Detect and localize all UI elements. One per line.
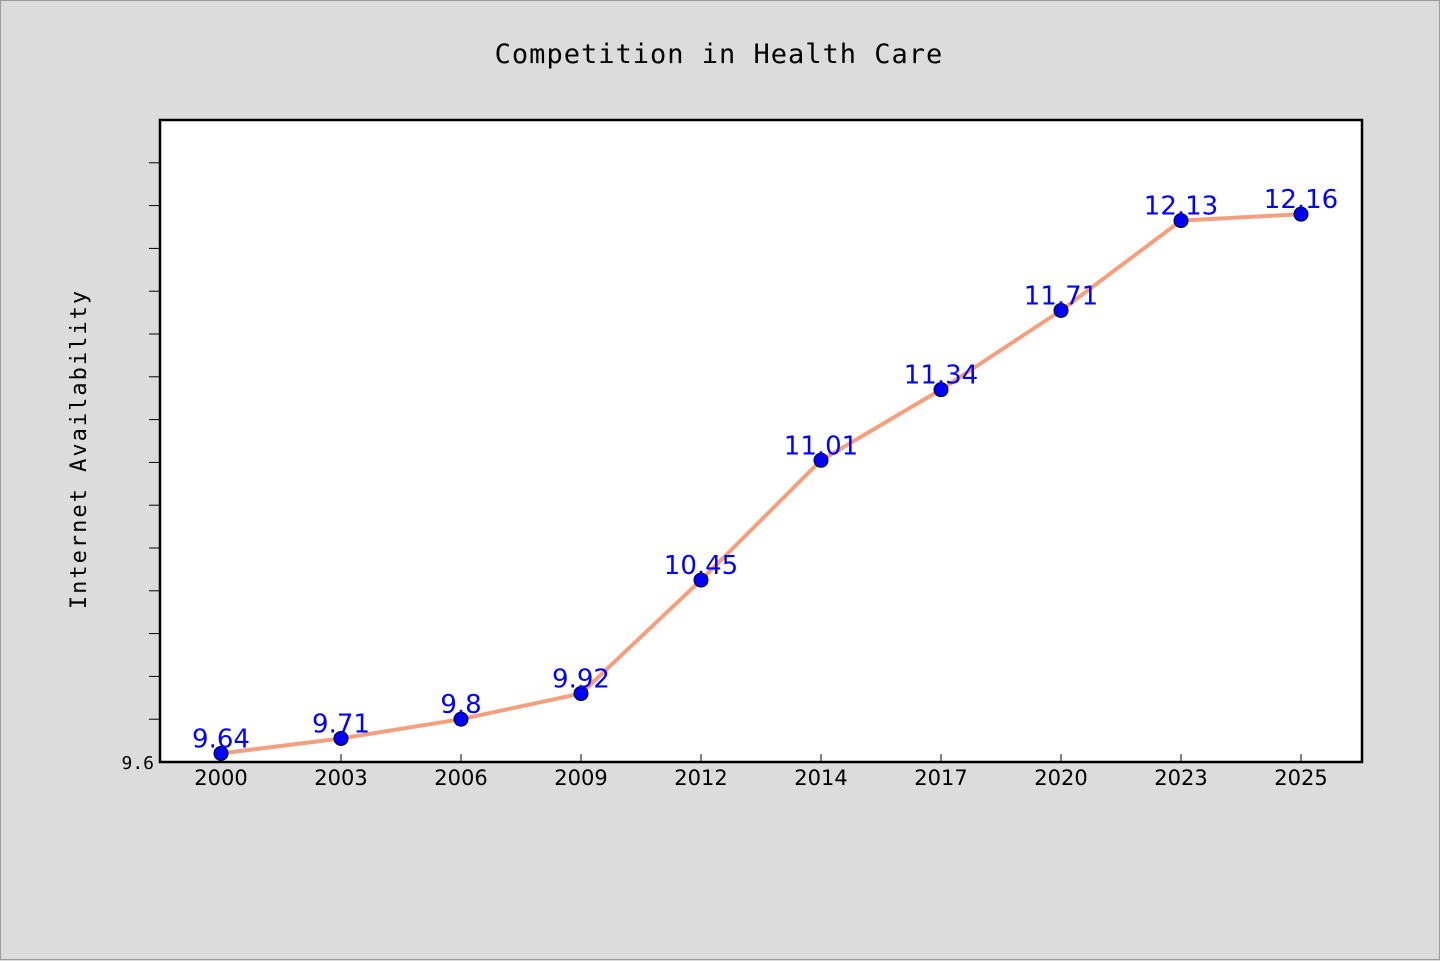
data-point-marker bbox=[933, 382, 949, 398]
x-tick-label: 2009 bbox=[554, 766, 607, 790]
data-label: 11.34 bbox=[904, 361, 978, 391]
data-label: 12.16 bbox=[1264, 185, 1338, 215]
y-axis-label: Internet Availability bbox=[67, 289, 92, 609]
data-point-marker bbox=[1173, 213, 1189, 229]
data-point-marker bbox=[693, 572, 709, 588]
x-tick-label: 2020 bbox=[1034, 766, 1087, 790]
series-markers bbox=[213, 206, 1309, 761]
x-tick-label: 2012 bbox=[674, 766, 727, 790]
x-tick-label: 2003 bbox=[314, 766, 367, 790]
x-tick-label: 2000 bbox=[194, 766, 247, 790]
y-tick-label: 9.6 bbox=[121, 753, 154, 774]
data-point-marker bbox=[1293, 206, 1309, 222]
data-label: 9.8 bbox=[440, 690, 481, 720]
x-tick-label: 2017 bbox=[914, 766, 967, 790]
data-point-marker bbox=[813, 452, 829, 468]
x-tick-label: 2023 bbox=[1154, 766, 1207, 790]
data-label: 10.45 bbox=[664, 551, 738, 581]
data-label: 11.01 bbox=[784, 431, 858, 461]
x-tick-label: 2014 bbox=[794, 766, 847, 790]
data-point-marker bbox=[573, 686, 589, 702]
data-point-marker bbox=[1053, 302, 1069, 318]
data-point-marker bbox=[213, 745, 229, 761]
y-axis-ticks: 9.6 bbox=[121, 162, 160, 774]
data-label: 9.71 bbox=[312, 709, 370, 739]
data-label: 9.64 bbox=[192, 724, 250, 754]
data-labels: 9.64 9.71 9.8 9.92 10.45 11.01 11.34 11.71 12.13… bbox=[192, 185, 1338, 754]
x-tick-label: 2006 bbox=[434, 766, 487, 790]
series-line bbox=[219, 212, 1303, 756]
data-label: 9.92 bbox=[552, 665, 610, 695]
data-label: 12.13 bbox=[1144, 192, 1218, 222]
x-tick-label: 2025 bbox=[1274, 766, 1327, 790]
data-label: 11.71 bbox=[1024, 281, 1098, 311]
data-point-marker bbox=[333, 730, 349, 746]
chart-title: Competition in Health Care bbox=[495, 39, 944, 70]
data-point-marker bbox=[453, 711, 469, 727]
x-axis-ticks: 2000 2003 2006 2009 2012 2014 2017 2020 2023 2025 bbox=[194, 754, 1328, 790]
plot-area bbox=[158, 118, 1364, 764]
